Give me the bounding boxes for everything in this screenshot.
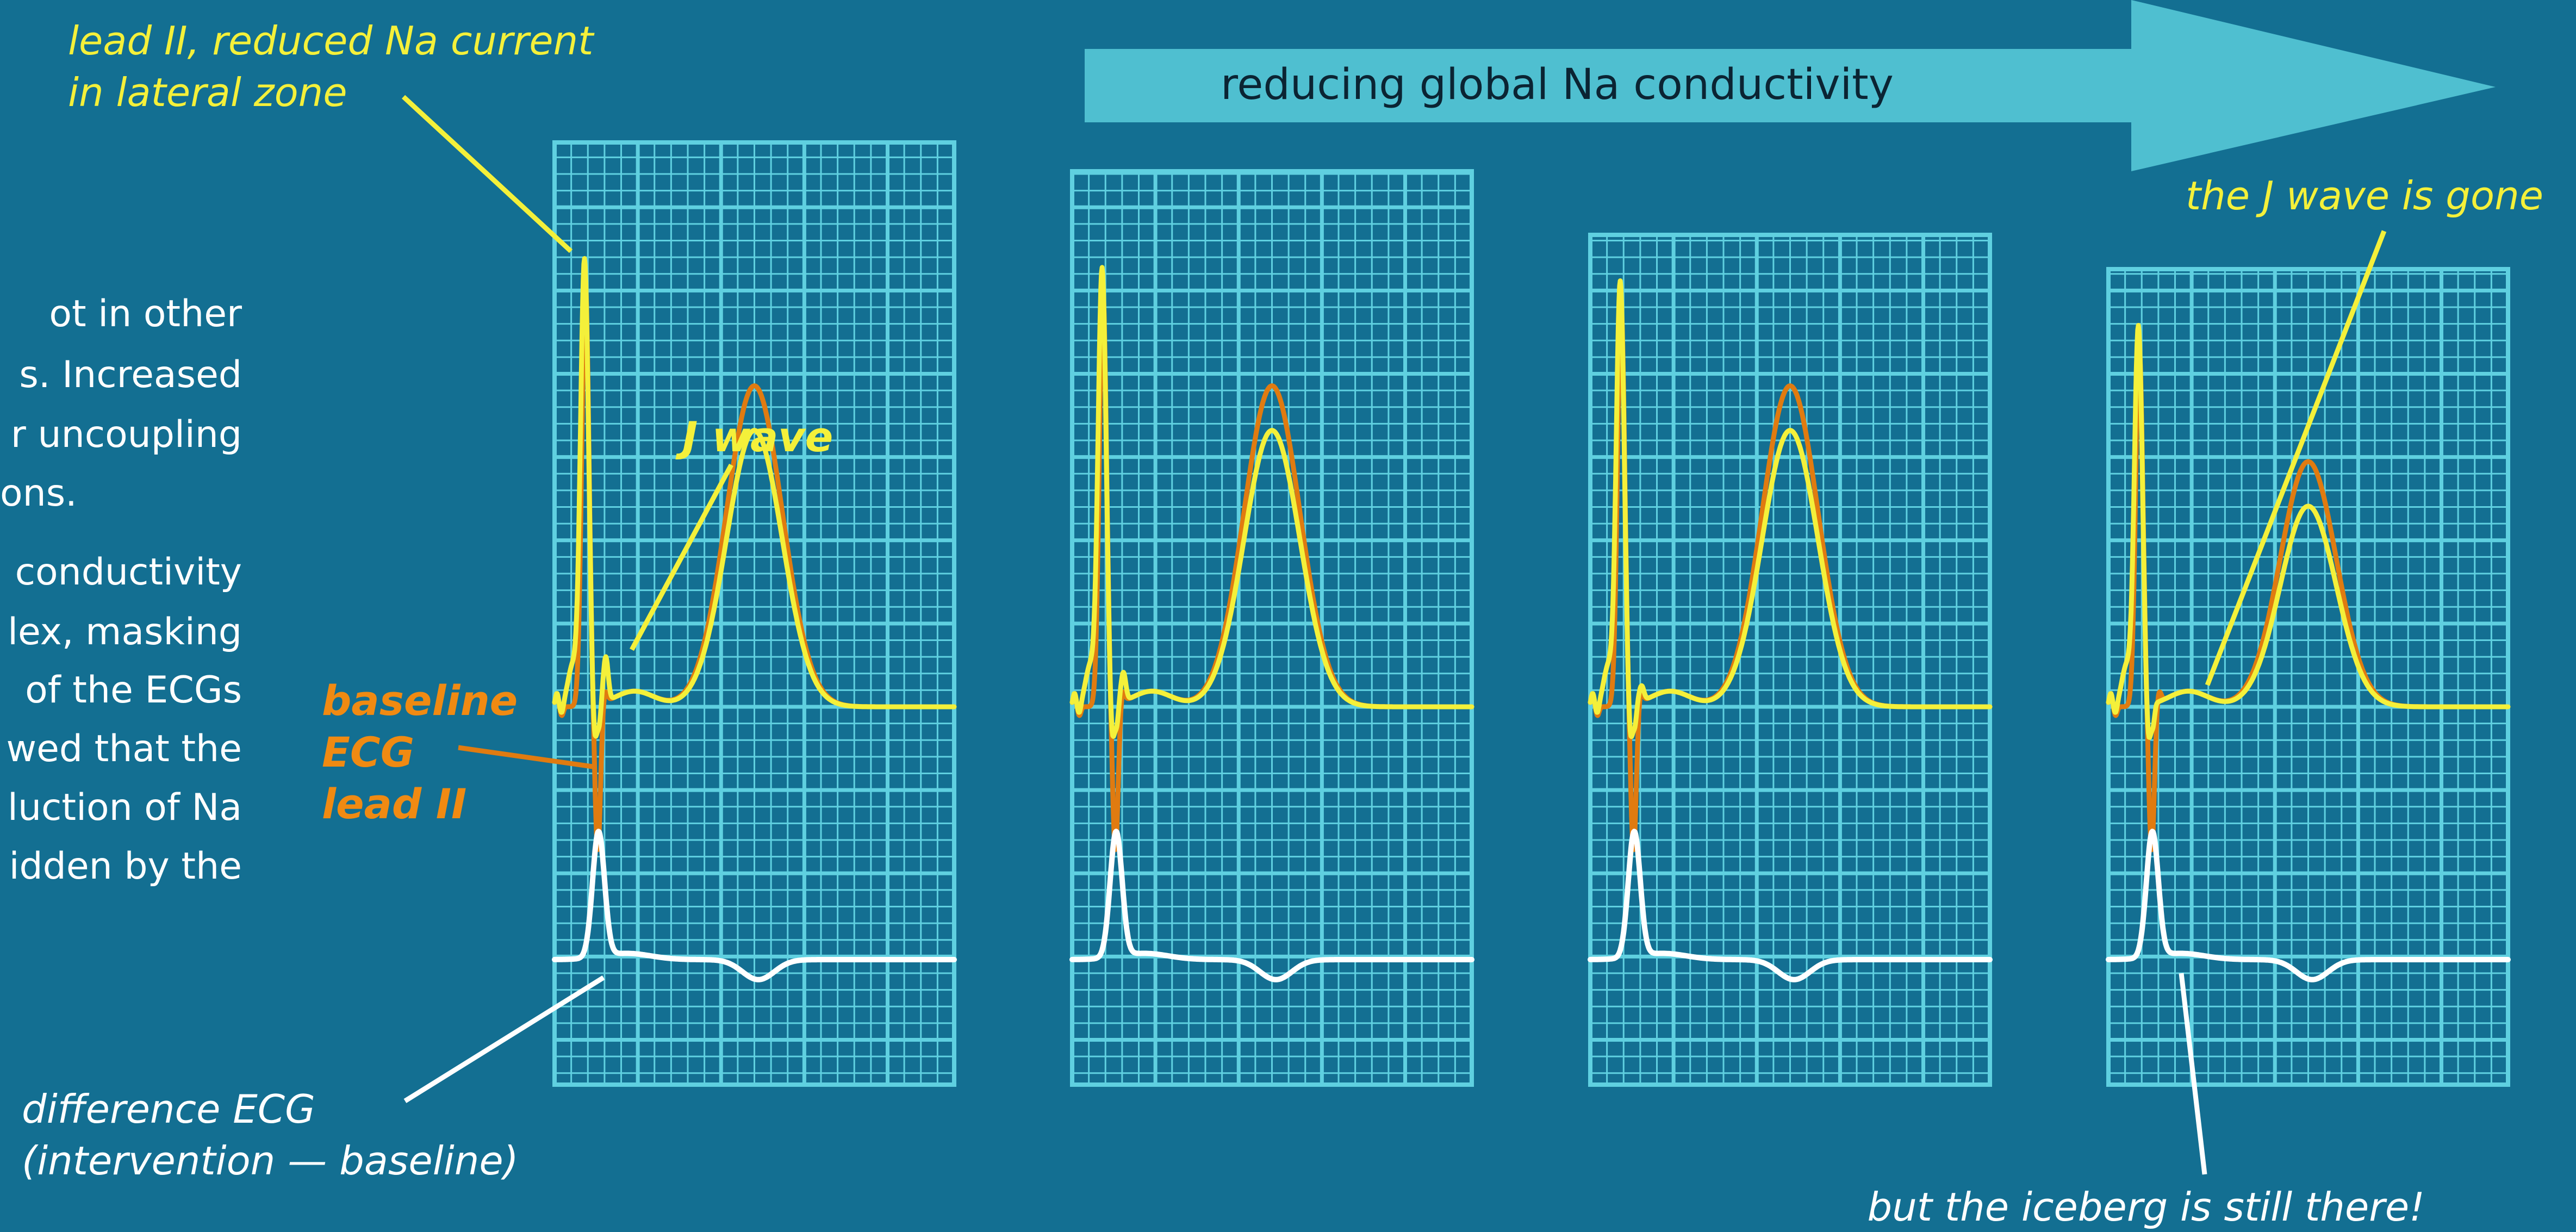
annotations: lead II, reduced Na current in lateral z…	[22, 18, 2543, 1230]
body-line: idden by the	[9, 845, 242, 888]
pointer-lines	[401, 95, 2387, 1175]
panel-4	[2106, 267, 2511, 1087]
lead-ii-trace	[2106, 323, 2511, 740]
iceberg-pointer	[2179, 973, 2207, 1175]
panel-2	[1069, 169, 1474, 1087]
j-wave-pointer	[630, 463, 733, 651]
baseline-label-line3: lead II	[322, 780, 466, 828]
body-line: of the ECGs	[25, 669, 242, 712]
lead-annotation-line1: lead II, reduced Na current	[68, 18, 595, 64]
body-text: ot in other s. Increased r uncoupling on…	[0, 293, 242, 888]
body-line: luction of Na	[8, 786, 242, 829]
iceberg-label: but the iceberg is still there!	[1867, 1184, 2425, 1230]
j-wave-label: J wave	[675, 413, 833, 461]
panel-1	[552, 140, 957, 1087]
difference-ecg-trace	[552, 829, 957, 982]
body-line: lex, masking	[8, 611, 242, 654]
ecg-grid	[1070, 169, 1474, 1087]
lead-ii-trace	[1069, 265, 1474, 739]
body-line: wed that the	[6, 727, 242, 770]
lead-pointer	[401, 95, 573, 253]
lead-ii-trace	[1588, 278, 1993, 739]
baseline-label-line1: baseline	[322, 676, 518, 725]
j-gone-pointer	[2205, 230, 2387, 686]
lead-annotation-line2: in lateral zone	[68, 70, 347, 115]
baseline-label-line2: ECG	[322, 728, 414, 776]
difference-label-line2: (intervention — baseline)	[22, 1138, 519, 1184]
ecg-panels	[552, 140, 2511, 1087]
direction-arrow	[1085, 0, 2496, 171]
panel-3	[1588, 233, 1993, 1087]
baseline-pointer	[458, 745, 593, 769]
ecg-grid	[552, 140, 956, 1087]
body-line: r uncoupling	[11, 413, 242, 456]
difference-ecg-trace	[2106, 829, 2511, 982]
body-line: ot in other	[49, 293, 242, 335]
difference-pointer	[403, 975, 605, 1103]
ecg-grid	[1588, 233, 1992, 1087]
arrow-label: reducing global Na conductivity	[1221, 60, 1894, 109]
difference-ecg-trace	[1069, 829, 1474, 982]
body-line: s. Increased	[19, 353, 242, 396]
lead-ii-trace	[552, 256, 957, 739]
j-wave-gone-label: the J wave is gone	[2186, 173, 2543, 219]
difference-ecg-trace	[1588, 829, 1993, 982]
difference-label-line1: difference ECG	[22, 1086, 315, 1132]
body-line: ons.	[0, 472, 77, 515]
body-line: conductivity	[15, 551, 242, 594]
